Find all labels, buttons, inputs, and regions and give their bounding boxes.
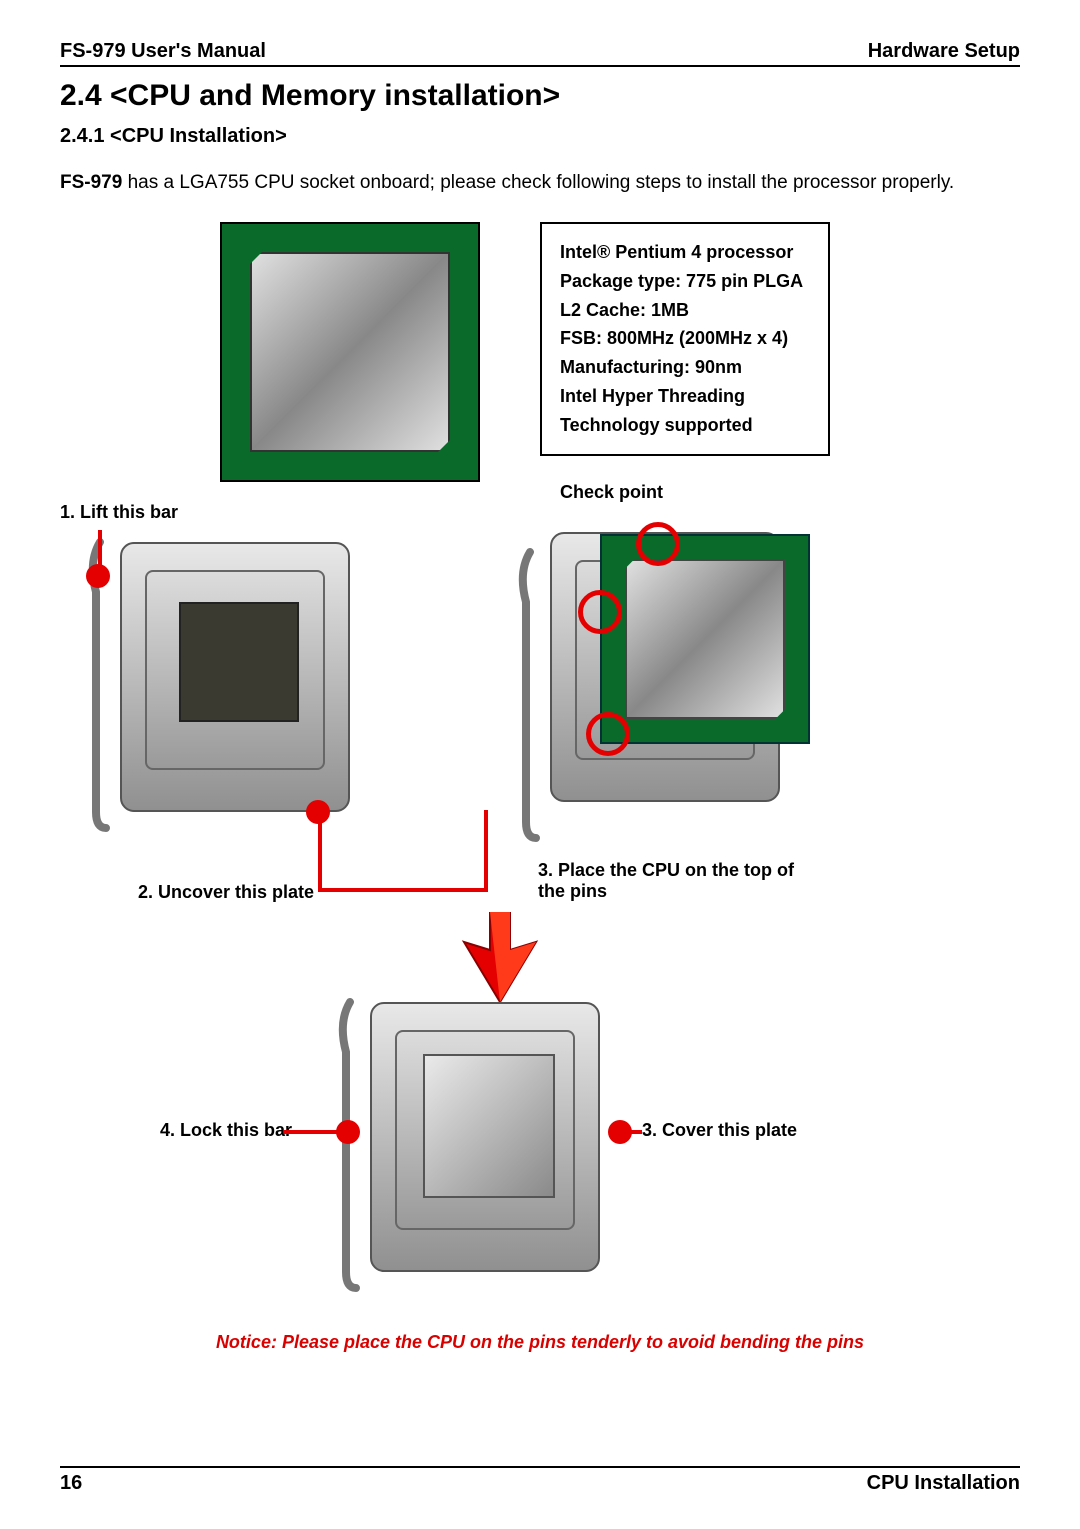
cpu-overlay: [600, 534, 810, 744]
spec-line: Intel® Pentium 4 processor: [560, 238, 810, 267]
page-number: 16: [60, 1472, 82, 1495]
cpu-ihs: [250, 252, 450, 452]
callout-dot: [336, 1120, 360, 1144]
installation-diagram: 1. Lift this bar Check point 2. Uncover …: [60, 502, 1020, 1432]
label-lift-bar: 1. Lift this bar: [60, 502, 178, 523]
intro-paragraph: FS-979 has a LGA755 CPU socket onboard; …: [60, 164, 1020, 202]
callout-dot: [608, 1120, 632, 1144]
socket-step1-figure: [90, 532, 370, 842]
spec-line: Technology supported: [560, 411, 810, 440]
spec-line: L2 Cache: 1MB: [560, 296, 810, 325]
subsection-title: 2.4.1 <CPU Installation>: [60, 125, 1020, 148]
label-uncover-plate: 2. Uncover this plate: [138, 882, 314, 903]
checkpoint-ring-icon: [636, 522, 680, 566]
label-place-cpu: 3. Place the CPU on the top of the pins: [538, 860, 798, 902]
socket-lever-icon: [512, 542, 548, 842]
callout-line: [98, 530, 102, 566]
socket-step4-figure: [340, 992, 620, 1302]
cpu-ihs: [625, 559, 785, 719]
footer-label: CPU Installation: [867, 1472, 1020, 1495]
socket-inner: [395, 1030, 575, 1230]
spec-line: Manufacturing: 90nm: [560, 353, 810, 382]
callout-line: [318, 810, 322, 892]
label-lock-bar: 4. Lock this bar: [160, 1120, 292, 1141]
label-check-point: Check point: [560, 482, 663, 503]
cpu-spec-box: Intel® Pentium 4 processor Package type:…: [540, 222, 830, 456]
spec-line: Intel Hyper Threading: [560, 382, 810, 411]
callout-line: [630, 1130, 642, 1134]
page-header: FS-979 User's Manual Hardware Setup: [60, 40, 1020, 67]
header-left: FS-979 User's Manual: [60, 40, 266, 63]
section-title: 2.4 <CPU and Memory installation>: [60, 79, 1020, 113]
label-cover-plate: 3. Cover this plate: [642, 1120, 797, 1141]
callout-line: [318, 888, 488, 892]
checkpoint-ring-icon: [578, 590, 622, 634]
notice-text: Notice: Please place the CPU on the pins…: [60, 1332, 1020, 1353]
socket-step3-figure: [520, 522, 800, 832]
page-footer: 16 CPU Installation: [60, 1466, 1020, 1495]
callout-line: [284, 1130, 338, 1134]
callout-dot: [86, 564, 110, 588]
cpu-chip-figure: [220, 222, 480, 482]
header-right: Hardware Setup: [868, 40, 1020, 63]
intro-text: has a LGA755 CPU socket onboard; please …: [122, 172, 954, 193]
checkpoint-ring-icon: [586, 712, 630, 756]
callout-line: [484, 810, 488, 892]
socket-inner: [145, 570, 325, 770]
spec-line: FSB: 800MHz (200MHz x 4): [560, 324, 810, 353]
intro-product: FS-979: [60, 172, 122, 193]
spec-line: Package type: 775 pin PLGA: [560, 267, 810, 296]
top-figure-row: Intel® Pentium 4 processor Package type:…: [220, 222, 1020, 482]
